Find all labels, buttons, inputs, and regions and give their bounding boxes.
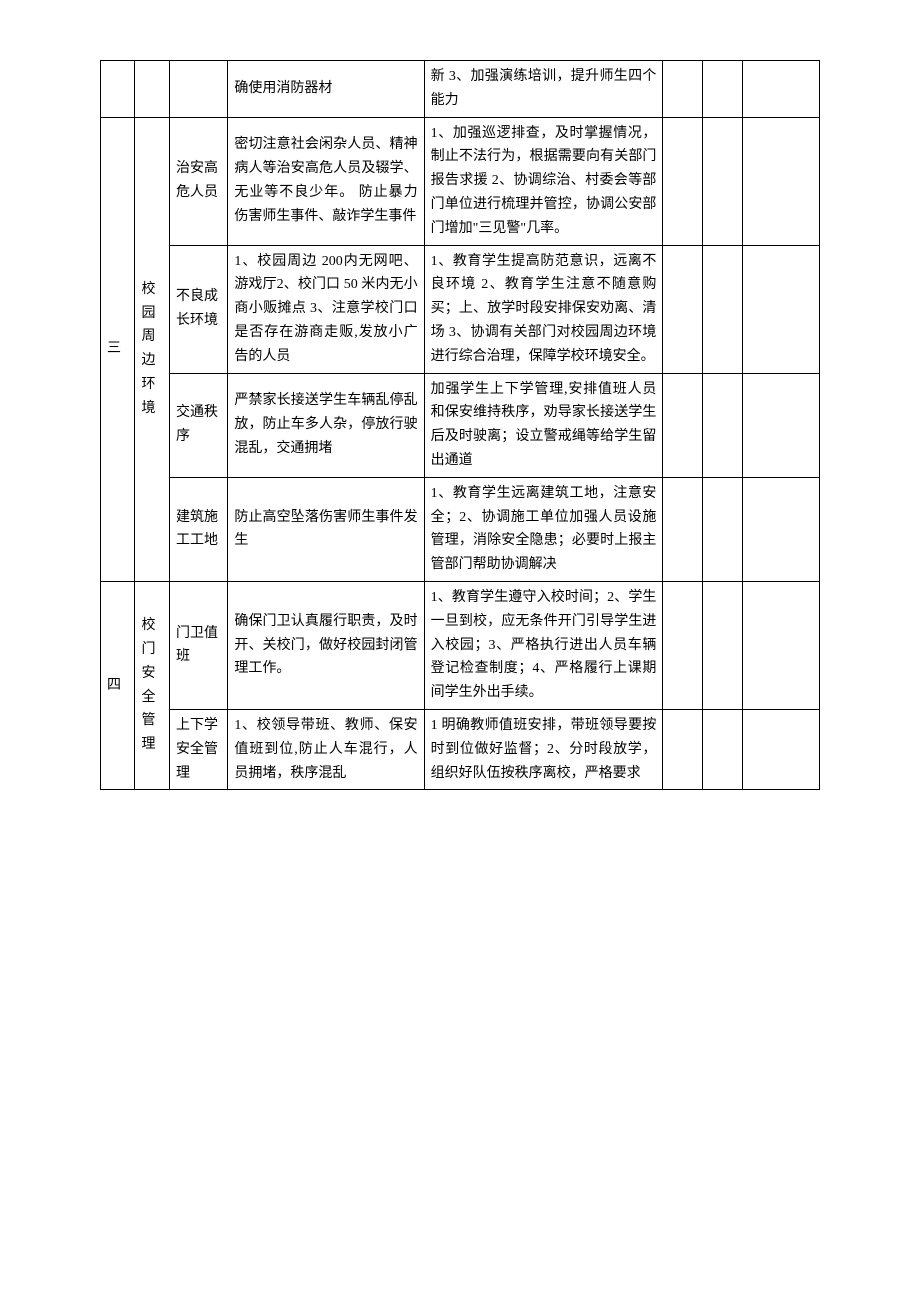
cell-cat [135,61,169,118]
cell-extra [703,477,743,581]
cell-extra [743,709,820,789]
cell-extra [663,373,703,477]
cell-desc: 确保门卫认真履行职责，及时开、关校门，做好校园封闭管理工作。 [228,581,424,709]
cell-sub: 上下学安全管理 [169,709,227,789]
cell-measure: 1、教育学生遵守入校时间；2、学生一旦到校，应无条件开门引导学生进入校园；3、严… [424,581,663,709]
cell-desc: 1、校领导带班、教师、保安值班到位,防止人车混行，人员拥堵，秩序混乱 [228,709,424,789]
cell-cat: 校门安全管理 [135,581,169,789]
cell-idx: 四 [101,581,135,789]
cell-measure: 1、加强巡逻排查，及时掌握情况，制止不法行为，根据需要向有关部门报告求援 2、协… [424,117,663,245]
cell-extra [703,245,743,373]
cell-extra [703,709,743,789]
cell-extra [703,117,743,245]
cell-extra [703,373,743,477]
cell-extra [743,117,820,245]
cell-sub: 门卫值班 [169,581,227,709]
cell-cat: 校园周边环境 [135,117,169,581]
cell-extra [663,245,703,373]
table-row: 确使用消防器材 新 3、加强演练培训，提升师生四个能力 [101,61,820,118]
cell-extra [663,477,703,581]
cell-desc: 确使用消防器材 [228,61,424,118]
table-row: 三 校园周边环境 治安高危人员 密切注意社会闲杂人员、精神病人等治安高危人员及辍… [101,117,820,245]
cell-extra [743,373,820,477]
cell-measure: 1 明确教师值班安排，带班领导要按时到位做好监督；2、分时段放学，组织好队伍按秩… [424,709,663,789]
cell-measure: 新 3、加强演练培训，提升师生四个能力 [424,61,663,118]
cell-idx [101,61,135,118]
cell-extra [743,245,820,373]
cell-measure: 加强学生上下学管理,安排值班人员和保安维持秩序，劝导家长接送学生后及时驶离；设立… [424,373,663,477]
cell-sub: 治安高危人员 [169,117,227,245]
cell-extra [703,581,743,709]
cell-sub: 不良成长环境 [169,245,227,373]
cell-measure: 1、教育学生提高防范意识，远离不良环境 2、教育学生注意不随意购买；上、放学时段… [424,245,663,373]
cell-desc: 1、校园周边 200内无网吧、游戏厅2、校门口 50 米内无小商小贩摊点 3、注… [228,245,424,373]
cell-sub [169,61,227,118]
cell-extra [663,61,703,118]
cell-idx: 三 [101,117,135,581]
cell-desc: 防止高空坠落伤害师生事件发生 [228,477,424,581]
cell-extra [703,61,743,118]
table-row: 建筑施工工地 防止高空坠落伤害师生事件发生 1、教育学生远离建筑工地，注意安全；… [101,477,820,581]
cell-sub: 建筑施工工地 [169,477,227,581]
cell-extra [743,581,820,709]
cell-desc: 密切注意社会闲杂人员、精神病人等治安高危人员及辍学、无业等不良少年。 防止暴力伤… [228,117,424,245]
table-row: 不良成长环境 1、校园周边 200内无网吧、游戏厅2、校门口 50 米内无小商小… [101,245,820,373]
cell-desc: 严禁家长接送学生车辆乱停乱放，防止车多人杂，停放行驶混乱，交通拥堵 [228,373,424,477]
cell-extra [743,61,820,118]
table-row: 上下学安全管理 1、校领导带班、教师、保安值班到位,防止人车混行，人员拥堵，秩序… [101,709,820,789]
safety-table: 确使用消防器材 新 3、加强演练培训，提升师生四个能力 三 校园周边环境 治安高… [100,60,820,790]
cell-extra [663,581,703,709]
cell-extra [743,477,820,581]
table-row: 交通秩序 严禁家长接送学生车辆乱停乱放，防止车多人杂，停放行驶混乱，交通拥堵 加… [101,373,820,477]
cell-sub: 交通秩序 [169,373,227,477]
cell-measure: 1、教育学生远离建筑工地，注意安全；2、协调施工单位加强人员设施管理，消除安全隐… [424,477,663,581]
cell-extra [663,709,703,789]
cell-extra [663,117,703,245]
table-row: 四 校门安全管理 门卫值班 确保门卫认真履行职责，及时开、关校门，做好校园封闭管… [101,581,820,709]
